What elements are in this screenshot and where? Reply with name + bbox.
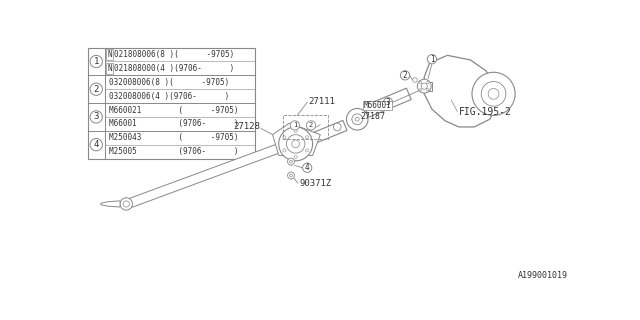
- Circle shape: [355, 117, 359, 121]
- Circle shape: [346, 108, 368, 130]
- Text: 4: 4: [305, 163, 310, 172]
- Circle shape: [283, 136, 286, 139]
- Circle shape: [290, 160, 292, 163]
- Circle shape: [481, 82, 506, 106]
- Text: N: N: [107, 50, 111, 59]
- Text: 021808000(4 )(9706-      ): 021808000(4 )(9706- ): [114, 64, 234, 73]
- Text: A199001019: A199001019: [518, 271, 568, 280]
- Polygon shape: [273, 123, 320, 156]
- Text: M660021        (      -9705): M660021 ( -9705): [109, 106, 239, 115]
- Circle shape: [287, 135, 305, 153]
- Circle shape: [420, 89, 422, 91]
- Circle shape: [413, 78, 417, 82]
- Circle shape: [279, 127, 312, 161]
- Text: M25005         (9706-      ): M25005 (9706- ): [109, 147, 239, 156]
- Text: M66001         (9706-      ): M66001 (9706- ): [109, 119, 239, 128]
- Circle shape: [352, 114, 363, 124]
- Bar: [420, 82, 432, 91]
- Text: 27111: 27111: [308, 97, 335, 106]
- Circle shape: [90, 111, 102, 123]
- Text: N: N: [107, 64, 111, 73]
- Text: 1: 1: [93, 57, 99, 66]
- Text: FIG.195-2: FIG.195-2: [459, 107, 512, 116]
- Circle shape: [427, 89, 429, 91]
- Text: M250043        (      -9705): M250043 ( -9705): [109, 133, 239, 142]
- Circle shape: [307, 121, 316, 130]
- Circle shape: [305, 149, 308, 152]
- Circle shape: [123, 201, 129, 207]
- Circle shape: [488, 88, 499, 99]
- Text: 032008006(4 )(9706-      ): 032008006(4 )(9706- ): [109, 92, 230, 101]
- Circle shape: [294, 129, 297, 132]
- Circle shape: [303, 163, 312, 172]
- Text: 90371Z: 90371Z: [300, 179, 332, 188]
- Circle shape: [283, 149, 286, 152]
- Circle shape: [291, 121, 300, 130]
- Circle shape: [120, 198, 132, 210]
- Text: 1: 1: [292, 123, 297, 128]
- Circle shape: [420, 82, 422, 84]
- Bar: [88, 48, 255, 158]
- Text: 2: 2: [309, 123, 313, 128]
- Text: 3: 3: [93, 112, 99, 121]
- Bar: [363, 101, 392, 110]
- Circle shape: [90, 139, 102, 151]
- Circle shape: [427, 82, 429, 84]
- Text: 2: 2: [93, 85, 99, 94]
- Circle shape: [417, 79, 431, 93]
- Text: 4: 4: [93, 140, 99, 149]
- Polygon shape: [301, 120, 347, 147]
- Circle shape: [290, 174, 292, 177]
- Circle shape: [305, 136, 308, 139]
- Circle shape: [401, 71, 410, 80]
- Text: M66001: M66001: [364, 101, 391, 110]
- Text: 27128: 27128: [234, 123, 260, 132]
- Text: 2: 2: [403, 71, 407, 80]
- Circle shape: [383, 98, 393, 107]
- Text: 021808006(8 )(      -9705): 021808006(8 )( -9705): [114, 50, 234, 59]
- Text: 27187: 27187: [360, 112, 385, 121]
- Circle shape: [90, 83, 102, 95]
- Circle shape: [472, 72, 515, 116]
- Text: 3: 3: [386, 98, 390, 107]
- Polygon shape: [424, 55, 497, 127]
- Circle shape: [421, 83, 428, 89]
- Text: 032008006(8 )(      -9705): 032008006(8 )( -9705): [109, 78, 230, 87]
- Circle shape: [294, 156, 297, 158]
- Circle shape: [90, 55, 102, 68]
- Polygon shape: [101, 201, 120, 207]
- Polygon shape: [364, 88, 412, 117]
- Circle shape: [292, 140, 300, 148]
- Circle shape: [428, 55, 436, 64]
- Circle shape: [287, 158, 294, 165]
- Text: 1: 1: [429, 55, 435, 64]
- Bar: [284, 116, 328, 139]
- Polygon shape: [126, 143, 282, 208]
- Circle shape: [287, 172, 294, 179]
- Circle shape: [333, 123, 341, 131]
